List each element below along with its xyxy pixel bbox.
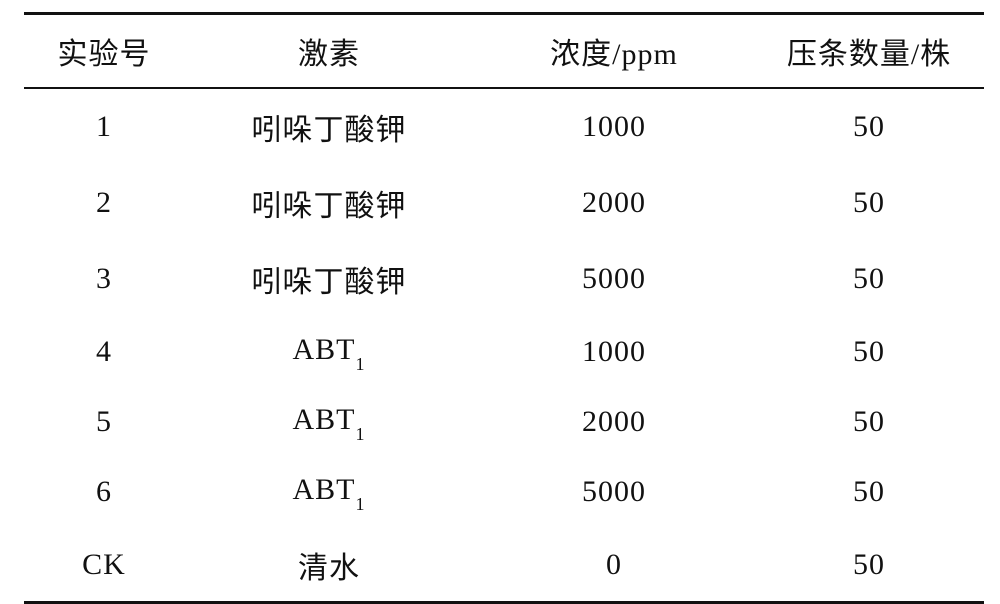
hormone-base: ABT	[293, 473, 356, 506]
cell-count: 50	[754, 527, 984, 603]
cell-hormone: 吲哚丁酸钾	[184, 165, 474, 241]
cell-concentration: 1000	[474, 317, 754, 387]
table-row: CK清水050	[24, 527, 984, 603]
cell-experiment-id: 5	[24, 387, 184, 457]
cell-hormone: 清水	[184, 527, 474, 603]
table-row: 1吲哚丁酸钾100050	[24, 88, 984, 165]
cell-count: 50	[754, 165, 984, 241]
cell-concentration: 1000	[474, 88, 754, 165]
cell-hormone: 吲哚丁酸钾	[184, 241, 474, 317]
cell-hormone: ABT1	[184, 387, 474, 457]
hormone-base: ABT	[293, 333, 356, 366]
cell-experiment-id: 6	[24, 457, 184, 527]
col-header-hormone: 激素	[184, 14, 474, 89]
table-header-row: 实验号 激素 浓度/ppm 压条数量/株	[24, 14, 984, 89]
cell-concentration: 2000	[474, 165, 754, 241]
table-row: 3吲哚丁酸钾500050	[24, 241, 984, 317]
cell-count: 50	[754, 457, 984, 527]
experiment-table: 实验号 激素 浓度/ppm 压条数量/株 1吲哚丁酸钾1000502吲哚丁酸钾2…	[24, 12, 984, 604]
table-row: 4ABT1100050	[24, 317, 984, 387]
cell-experiment-id: CK	[24, 527, 184, 603]
cell-hormone: 吲哚丁酸钾	[184, 88, 474, 165]
hormone-subscript: 1	[356, 494, 366, 514]
col-header-experiment-id: 实验号	[24, 14, 184, 89]
cell-count: 50	[754, 88, 984, 165]
hormone-subscript: 1	[356, 354, 366, 374]
hormone-base: ABT	[293, 403, 356, 436]
table-body: 1吲哚丁酸钾1000502吲哚丁酸钾2000503吲哚丁酸钾5000504ABT…	[24, 88, 984, 603]
cell-experiment-id: 4	[24, 317, 184, 387]
cell-concentration: 0	[474, 527, 754, 603]
cell-count: 50	[754, 317, 984, 387]
cell-experiment-id: 1	[24, 88, 184, 165]
experiment-table-container: 实验号 激素 浓度/ppm 压条数量/株 1吲哚丁酸钾1000502吲哚丁酸钾2…	[0, 0, 1000, 560]
col-header-concentration: 浓度/ppm	[474, 14, 754, 89]
cell-concentration: 5000	[474, 457, 754, 527]
table-row: 5ABT1200050	[24, 387, 984, 457]
table-row: 2吲哚丁酸钾200050	[24, 165, 984, 241]
cell-hormone: ABT1	[184, 317, 474, 387]
col-header-count: 压条数量/株	[754, 14, 984, 89]
hormone-subscript: 1	[356, 424, 366, 444]
table-row: 6ABT1500050	[24, 457, 984, 527]
cell-concentration: 5000	[474, 241, 754, 317]
cell-hormone: ABT1	[184, 457, 474, 527]
cell-experiment-id: 3	[24, 241, 184, 317]
cell-count: 50	[754, 387, 984, 457]
cell-count: 50	[754, 241, 984, 317]
cell-experiment-id: 2	[24, 165, 184, 241]
cell-concentration: 2000	[474, 387, 754, 457]
